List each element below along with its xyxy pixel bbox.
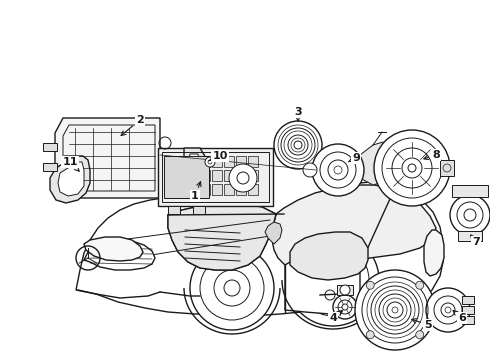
- Polygon shape: [58, 162, 84, 196]
- Polygon shape: [424, 230, 444, 276]
- Bar: [224, 170, 234, 181]
- Polygon shape: [272, 185, 436, 265]
- Bar: [43, 143, 57, 151]
- Circle shape: [366, 281, 374, 289]
- Circle shape: [355, 270, 435, 350]
- Bar: [248, 184, 258, 195]
- Text: 8: 8: [424, 150, 440, 160]
- Bar: [164, 156, 174, 167]
- Circle shape: [416, 281, 424, 289]
- Polygon shape: [76, 182, 443, 317]
- Bar: [462, 306, 474, 314]
- Circle shape: [340, 285, 350, 295]
- Circle shape: [312, 144, 364, 196]
- Circle shape: [287, 234, 379, 326]
- Bar: [188, 184, 198, 195]
- Text: 10: 10: [209, 151, 228, 161]
- Polygon shape: [290, 232, 368, 280]
- Text: 5: 5: [412, 319, 432, 330]
- Text: 2: 2: [121, 115, 144, 135]
- Circle shape: [190, 246, 274, 330]
- Circle shape: [303, 163, 317, 177]
- Text: 7: 7: [471, 235, 480, 247]
- Polygon shape: [84, 237, 143, 261]
- Text: 4: 4: [329, 311, 342, 323]
- Circle shape: [450, 195, 490, 235]
- Circle shape: [426, 288, 470, 332]
- Polygon shape: [285, 254, 360, 314]
- Polygon shape: [50, 156, 90, 203]
- Bar: [224, 156, 234, 167]
- Bar: [176, 156, 186, 167]
- Text: 1: 1: [191, 182, 201, 201]
- Text: 6: 6: [453, 311, 466, 323]
- Circle shape: [333, 295, 357, 319]
- Polygon shape: [168, 204, 276, 270]
- Polygon shape: [188, 154, 200, 172]
- Bar: [200, 170, 210, 181]
- Bar: [200, 156, 210, 167]
- Bar: [193, 206, 205, 214]
- Bar: [176, 184, 186, 195]
- Bar: [212, 156, 222, 167]
- Bar: [248, 170, 258, 181]
- Text: 3: 3: [294, 107, 302, 121]
- Bar: [462, 296, 474, 304]
- Bar: [168, 206, 180, 214]
- Circle shape: [366, 331, 374, 339]
- Text: 11: 11: [62, 157, 79, 171]
- Bar: [188, 170, 198, 181]
- Bar: [164, 184, 174, 195]
- Bar: [164, 156, 209, 198]
- Bar: [158, 148, 273, 206]
- Bar: [236, 170, 246, 181]
- Polygon shape: [84, 240, 155, 270]
- Bar: [212, 170, 222, 181]
- Bar: [212, 184, 222, 195]
- Bar: [43, 163, 57, 171]
- Bar: [458, 231, 482, 241]
- Bar: [162, 152, 269, 202]
- Bar: [452, 185, 488, 197]
- Polygon shape: [55, 118, 160, 198]
- Text: 9: 9: [348, 153, 360, 163]
- Bar: [200, 184, 210, 195]
- Circle shape: [374, 130, 450, 206]
- Circle shape: [274, 121, 322, 169]
- Circle shape: [416, 331, 424, 339]
- Bar: [337, 285, 353, 295]
- Polygon shape: [184, 148, 208, 180]
- Circle shape: [205, 157, 215, 167]
- Bar: [462, 316, 474, 324]
- Bar: [236, 156, 246, 167]
- Bar: [440, 160, 454, 176]
- Bar: [224, 184, 234, 195]
- Polygon shape: [360, 142, 388, 185]
- Bar: [164, 170, 174, 181]
- Polygon shape: [265, 222, 282, 244]
- Polygon shape: [168, 204, 276, 270]
- Bar: [188, 156, 198, 167]
- Circle shape: [229, 164, 257, 192]
- Bar: [176, 170, 186, 181]
- Bar: [248, 156, 258, 167]
- Bar: [236, 184, 246, 195]
